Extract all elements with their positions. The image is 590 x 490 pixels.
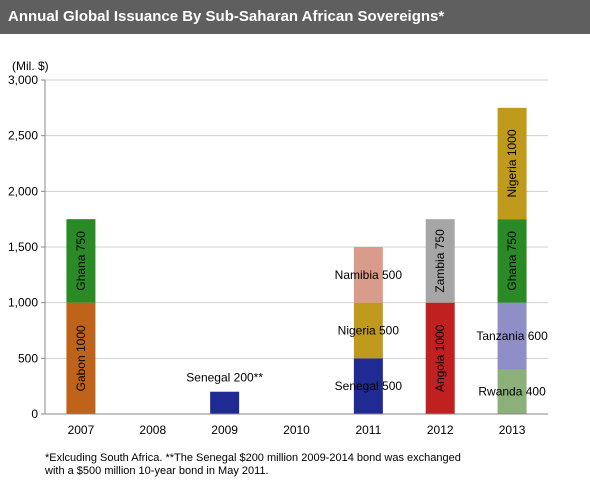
x-tick-label: 2008 [139,423,166,437]
unit-label: (Mil. $) [12,59,49,73]
y-tick-label: 1,500 [8,240,38,254]
y-tick-label: 2,500 [8,129,38,143]
data-label: Zambia 750 [433,229,447,293]
y-tick-label: 0 [31,407,38,421]
bar-segment [497,369,527,414]
x-tick-label: 2011 [355,423,381,437]
x-tick-label: 2012 [427,423,454,437]
data-label: Ghana 750 [74,231,88,291]
bar-segment [497,107,527,220]
data-label: Rwanda 400 [478,385,546,399]
chart-title: Annual Global Issuance By Sub-Saharan Af… [8,8,445,25]
bar-segment [210,391,240,414]
x-tick-label: 2007 [68,423,95,437]
data-label: Nigeria 500 [338,324,400,338]
footnote-line-1: *Exlcuding South Africa. **The Senegal $… [45,452,461,464]
bar-segment [497,219,527,303]
bar-segment [425,302,455,414]
data-label: Nigeria 1000 [505,129,519,197]
x-tick-label: 2009 [211,423,238,437]
x-tick-label: 2010 [283,423,310,437]
y-tick-label: 3,000 [8,73,38,87]
y-tick-label: 1,000 [8,296,38,310]
footnote-line-2: with a $500 million 10-year bond in May … [45,465,269,477]
y-tick-label: 500 [18,351,38,365]
data-label: Senegal 500 [335,379,403,393]
gridlines [45,79,548,359]
data-label: Ghana 750 [505,231,519,291]
bar-segment [353,358,383,414]
stacked-bar-chart: (Mil. $) 0 500 1,000 1,500 2,000 2,500 3,000 G… [8,59,548,437]
x-tick-label: 2013 [499,423,526,437]
bar-segment [353,247,383,303]
bar-segment [353,302,383,359]
bar-segment [497,302,527,370]
data-label: Senegal 200** [186,371,263,385]
bar-segment [66,302,96,414]
bars: Gabon 1000 Ghana 750 Senegal 200** Senegal … [66,107,548,414]
x-axis-ticks: 2007 2008 2009 2010 2011 2012 2013 [68,423,526,437]
y-tick-label: 2,000 [8,184,38,198]
bar-segment [66,219,96,303]
data-label: Gabon 1000 [74,325,88,391]
title-bar: Annual Global Issuance By Sub-Saharan Af… [0,0,590,34]
y-axis-ticks: 0 500 1,000 1,500 2,000 2,500 3,000 [8,73,45,421]
data-label: Namibia 500 [335,268,403,282]
data-label: Tanzania 600 [476,329,548,343]
data-label: Angola 1000 [433,324,447,392]
bar-segment [425,219,455,303]
footnote: *Exlcuding South Africa. **The Senegal $… [45,452,565,478]
